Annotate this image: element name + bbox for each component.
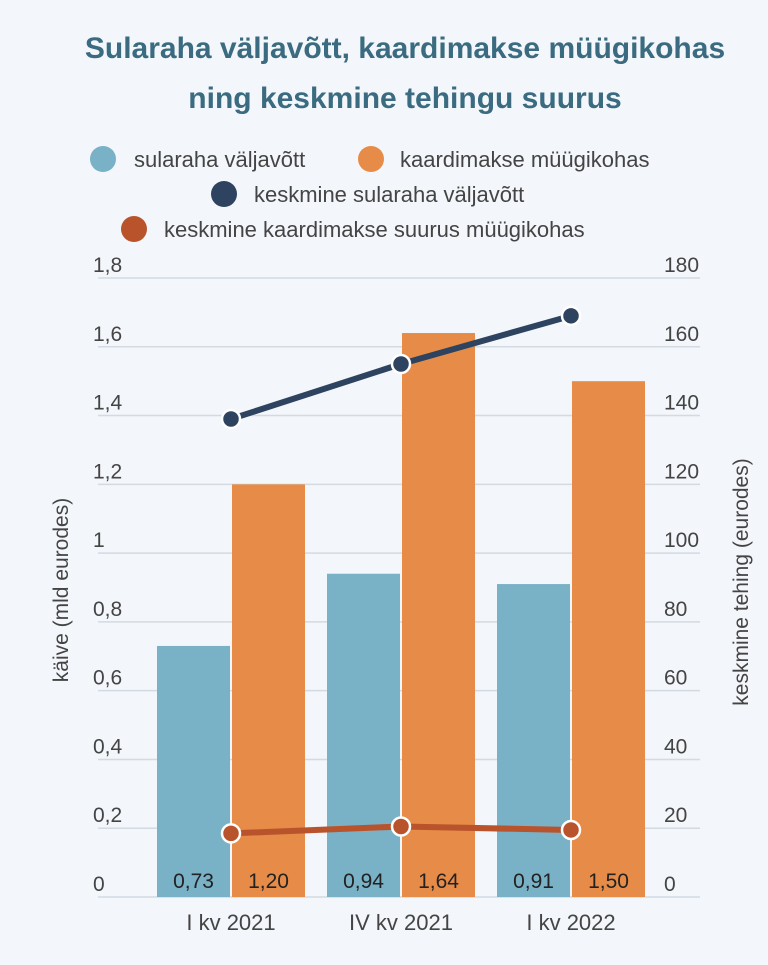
line-point[interactable] [560,819,582,841]
left-tick-label: 0 [93,873,105,896]
bar-card-2[interactable] [402,333,475,897]
line-point[interactable] [560,305,582,327]
right-tick-label: 160 [664,323,699,346]
bar-cash-3[interactable] [497,584,570,897]
bar-card-3[interactable] [572,381,645,898]
bar-data-label: 1,50 [588,870,629,893]
left-tick-label: 1,2 [93,460,122,483]
left-tick-label: 1,4 [93,392,123,415]
chart-title-line-1: Sularaha väljavõtt, kaardimakse müügikoh… [85,32,725,65]
legend-item-avg-card-payment[interactable]: keskmine kaardimakse suurus müügikohas [121,216,585,242]
left-tick-label: 0,6 [93,667,122,690]
right-axis-ticks: 0 20 40 60 80 100 120 140 160 180 [664,254,699,896]
bar-data-labels: 0,73 1,20 0,94 1,64 0,91 1,50 [173,870,629,893]
line-point[interactable] [220,408,242,430]
legend-label: keskmine kaardimakse suurus müügikohas [164,217,585,242]
right-tick-label: 140 [664,392,699,415]
right-axis-title: keskmine tehing (eurodes) [730,458,753,705]
line-point[interactable] [220,823,242,844]
legend-item-card-payment[interactable]: kaardimakse müügikohas [358,146,649,172]
right-tick-label: 120 [664,460,699,483]
bar-data-label: 0,73 [173,870,214,893]
right-tick-label: 100 [664,529,699,552]
bar-data-label: 1,20 [248,870,289,893]
category-label: I kv 2021 [186,910,275,935]
legend-item-cash-withdrawal[interactable]: sularaha väljavõtt [90,146,305,172]
left-tick-label: 0,4 [93,735,123,758]
bar-data-label: 0,94 [343,870,384,893]
left-tick-label: 1,6 [93,323,122,346]
left-tick-label: 0,8 [93,598,122,621]
legend-label: kaardimakse müügikohas [400,147,649,172]
right-tick-label: 20 [664,804,687,827]
category-label: I kv 2022 [526,910,615,935]
left-tick-label: 1,8 [93,254,122,277]
right-tick-label: 0 [664,873,676,896]
legend-marker [121,216,147,242]
legend-marker [211,181,237,207]
right-tick-label: 60 [664,667,687,690]
legend-item-avg-cash-withdrawal[interactable]: keskmine sularaha väljavõtt [211,181,524,207]
lines [220,305,582,844]
category-labels: I kv 2021 IV kv 2021 I kv 2022 [186,910,615,935]
bar-cash-1[interactable] [157,645,230,897]
right-tick-label: 80 [664,598,687,621]
legend-label: keskmine sularaha väljavõtt [254,182,524,207]
legend: sularaha väljavõtt kaardimakse müügikoha… [90,146,649,242]
right-tick-label: 180 [664,254,699,277]
legend-marker [90,146,116,172]
left-axis-ticks: 0 0,2 0,4 0,6 0,8 1 1,2 1,4 1,6 1,8 [93,254,123,896]
category-label: IV kv 2021 [349,910,453,935]
line-point[interactable] [390,353,412,375]
right-tick-label: 40 [664,735,687,758]
left-tick-label: 0,2 [93,804,122,827]
line-point[interactable] [390,816,412,837]
bar-data-label: 0,91 [513,870,554,893]
chart-title-line-2: ning keskmine tehingu suurus [188,82,621,115]
legend-marker [358,146,384,172]
legend-label: sularaha väljavõtt [134,147,305,172]
left-tick-label: 1 [93,529,105,552]
left-axis-title: käive (mld eurodes) [50,498,73,682]
bars [157,333,645,898]
bar-data-label: 1,64 [418,870,459,893]
bar-cash-2[interactable] [327,573,400,897]
